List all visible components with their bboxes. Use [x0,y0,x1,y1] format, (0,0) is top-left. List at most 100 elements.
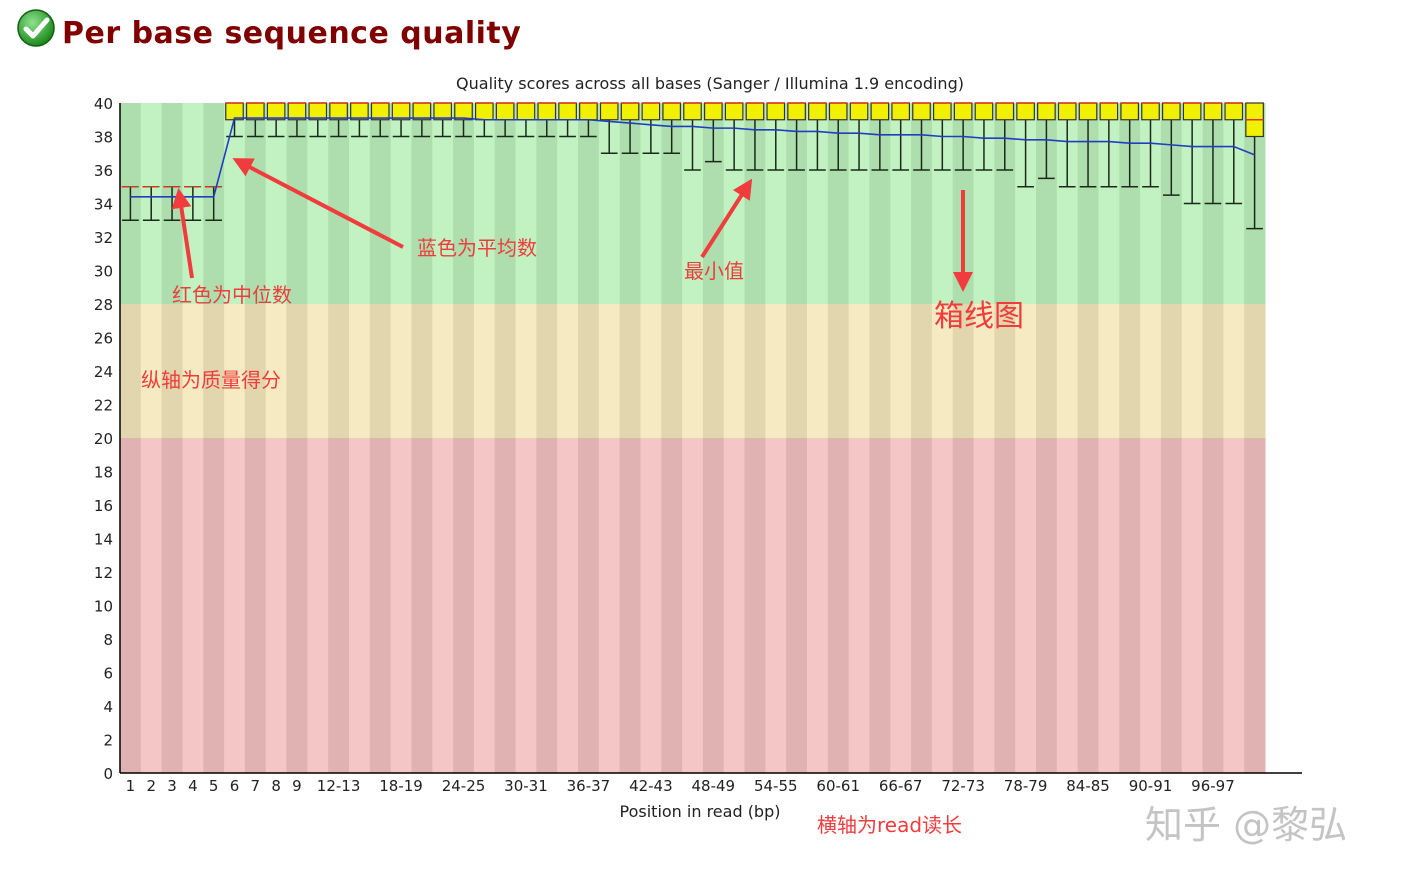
quality-zone-stripe [1015,103,1037,304]
box-18-19 [391,102,411,138]
quality-zone-stripe [265,304,288,438]
quality-zone-stripe [744,438,766,773]
iqr-box [599,102,619,121]
quality-zone-stripe [224,438,246,773]
quality-zone-stripe [432,103,454,304]
quality-zone-stripe [328,304,350,438]
quality-zone-stripe [1119,438,1141,773]
y-tick-label: 14 [94,531,113,549]
quality-zone-stripe [952,438,975,773]
quality-zone-stripe [869,103,891,304]
box-92-93 [1161,102,1181,196]
iqr-box [1141,102,1160,121]
quality-zone-stripe [369,438,392,773]
quality-zone-stripe [1036,103,1058,304]
box-24-25 [454,102,473,138]
quality-zone-stripe [1202,304,1224,438]
x-tick-label: 6 [230,777,240,795]
x-tick-label: 48-49 [692,777,736,795]
y-tick-label: 28 [94,296,113,314]
quality-zone-stripe [786,438,808,773]
iqr-box [974,102,994,121]
box-54-55 [766,102,786,171]
iqr-box [683,102,702,121]
iqr-box [308,102,328,121]
iqr-box [287,102,307,121]
quality-zone-stripe [203,304,225,438]
quality-zone-stripe [390,438,412,773]
iqr-box [995,102,1015,121]
quality-zone-stripe [203,438,225,773]
box-98-99 [1224,102,1244,205]
box-74-75 [974,102,994,171]
box-5 [204,185,223,221]
box-16-17 [370,102,390,138]
quality-zone-stripe [494,304,517,438]
box-58-59 [808,102,827,171]
iqr-box [891,102,911,121]
quality-zone-stripe [536,438,558,773]
section-header: Per base sequence quality [16,4,521,51]
quality-zone-stripe [307,304,329,438]
quality-zone-stripe [890,438,912,773]
quality-zone-stripe [1119,304,1141,438]
quality-zone-stripe [120,304,142,438]
quality-zone-stripe [453,103,475,304]
quality-zone-stripe [619,438,641,773]
iqr-box [454,102,473,121]
mean-note: 蓝色为平均数 [417,236,537,260]
y-tick-label: 26 [94,330,113,348]
quality-zone-stripe [1098,304,1120,438]
box-52-53 [745,102,765,171]
quality-zone-stripe [1140,304,1162,438]
box-12-13 [329,102,348,138]
quality-zone-stripe [265,438,288,773]
y-tick-label: 2 [103,732,113,750]
quality-zone-stripe [328,103,350,304]
quality-zone-stripe [390,103,412,304]
x-tick-label: 66-67 [879,777,923,795]
quality-zone-stripe [827,103,850,304]
box-56-57 [787,102,806,171]
quality-zone-stripe [473,103,496,304]
quality-zone-stripe [578,304,600,438]
y-tick-label: 40 [94,95,113,113]
y-tick-label: 10 [94,598,113,616]
x-tick-label: 30-31 [504,777,548,795]
box-96-97 [1203,102,1223,205]
annotations: 红色为中位数 蓝色为平均数 最小值 箱线图 纵轴为质量得分 横轴为read读长 [141,158,1024,837]
iqr-box [1203,102,1223,121]
quality-zone-stripe [1160,438,1183,773]
quality-zone-stripe [661,304,683,438]
quality-zone-stripe [598,438,621,773]
quality-zone-stripe [369,103,392,304]
iqr-box [828,102,848,121]
quality-zone-stripe [807,103,829,304]
quality-zone-stripe [931,103,954,304]
iqr-box [1161,102,1181,121]
x-tick-label: 84-85 [1066,777,1110,795]
box-80-81 [1037,102,1056,180]
quality-zone-stripe [328,438,350,773]
x-tick-label: 2 [146,777,156,795]
iqr-box [620,102,640,121]
quality-zone-stripe [682,103,704,304]
box-64-65 [870,102,890,171]
iqr-box [391,102,411,121]
quality-zone-stripe [557,438,579,773]
iqr-box [787,102,806,121]
quality-zone-stripe [1140,438,1162,773]
box-36-37 [579,102,598,138]
min-arrow [700,178,753,259]
quality-zone-stripe [723,304,746,438]
quality-zone-stripe [1223,304,1245,438]
quality-zone-stripe [244,304,267,438]
quality-zone-stripe [702,103,725,304]
box-40-41 [620,102,640,154]
x-tick-label: 60-61 [816,777,860,795]
quality-zone-stripe [1015,304,1037,438]
x-axis-label: Position in read (bp) [620,802,781,821]
quality-zone-stripe [931,438,954,773]
quality-zone-stripe [515,103,537,304]
